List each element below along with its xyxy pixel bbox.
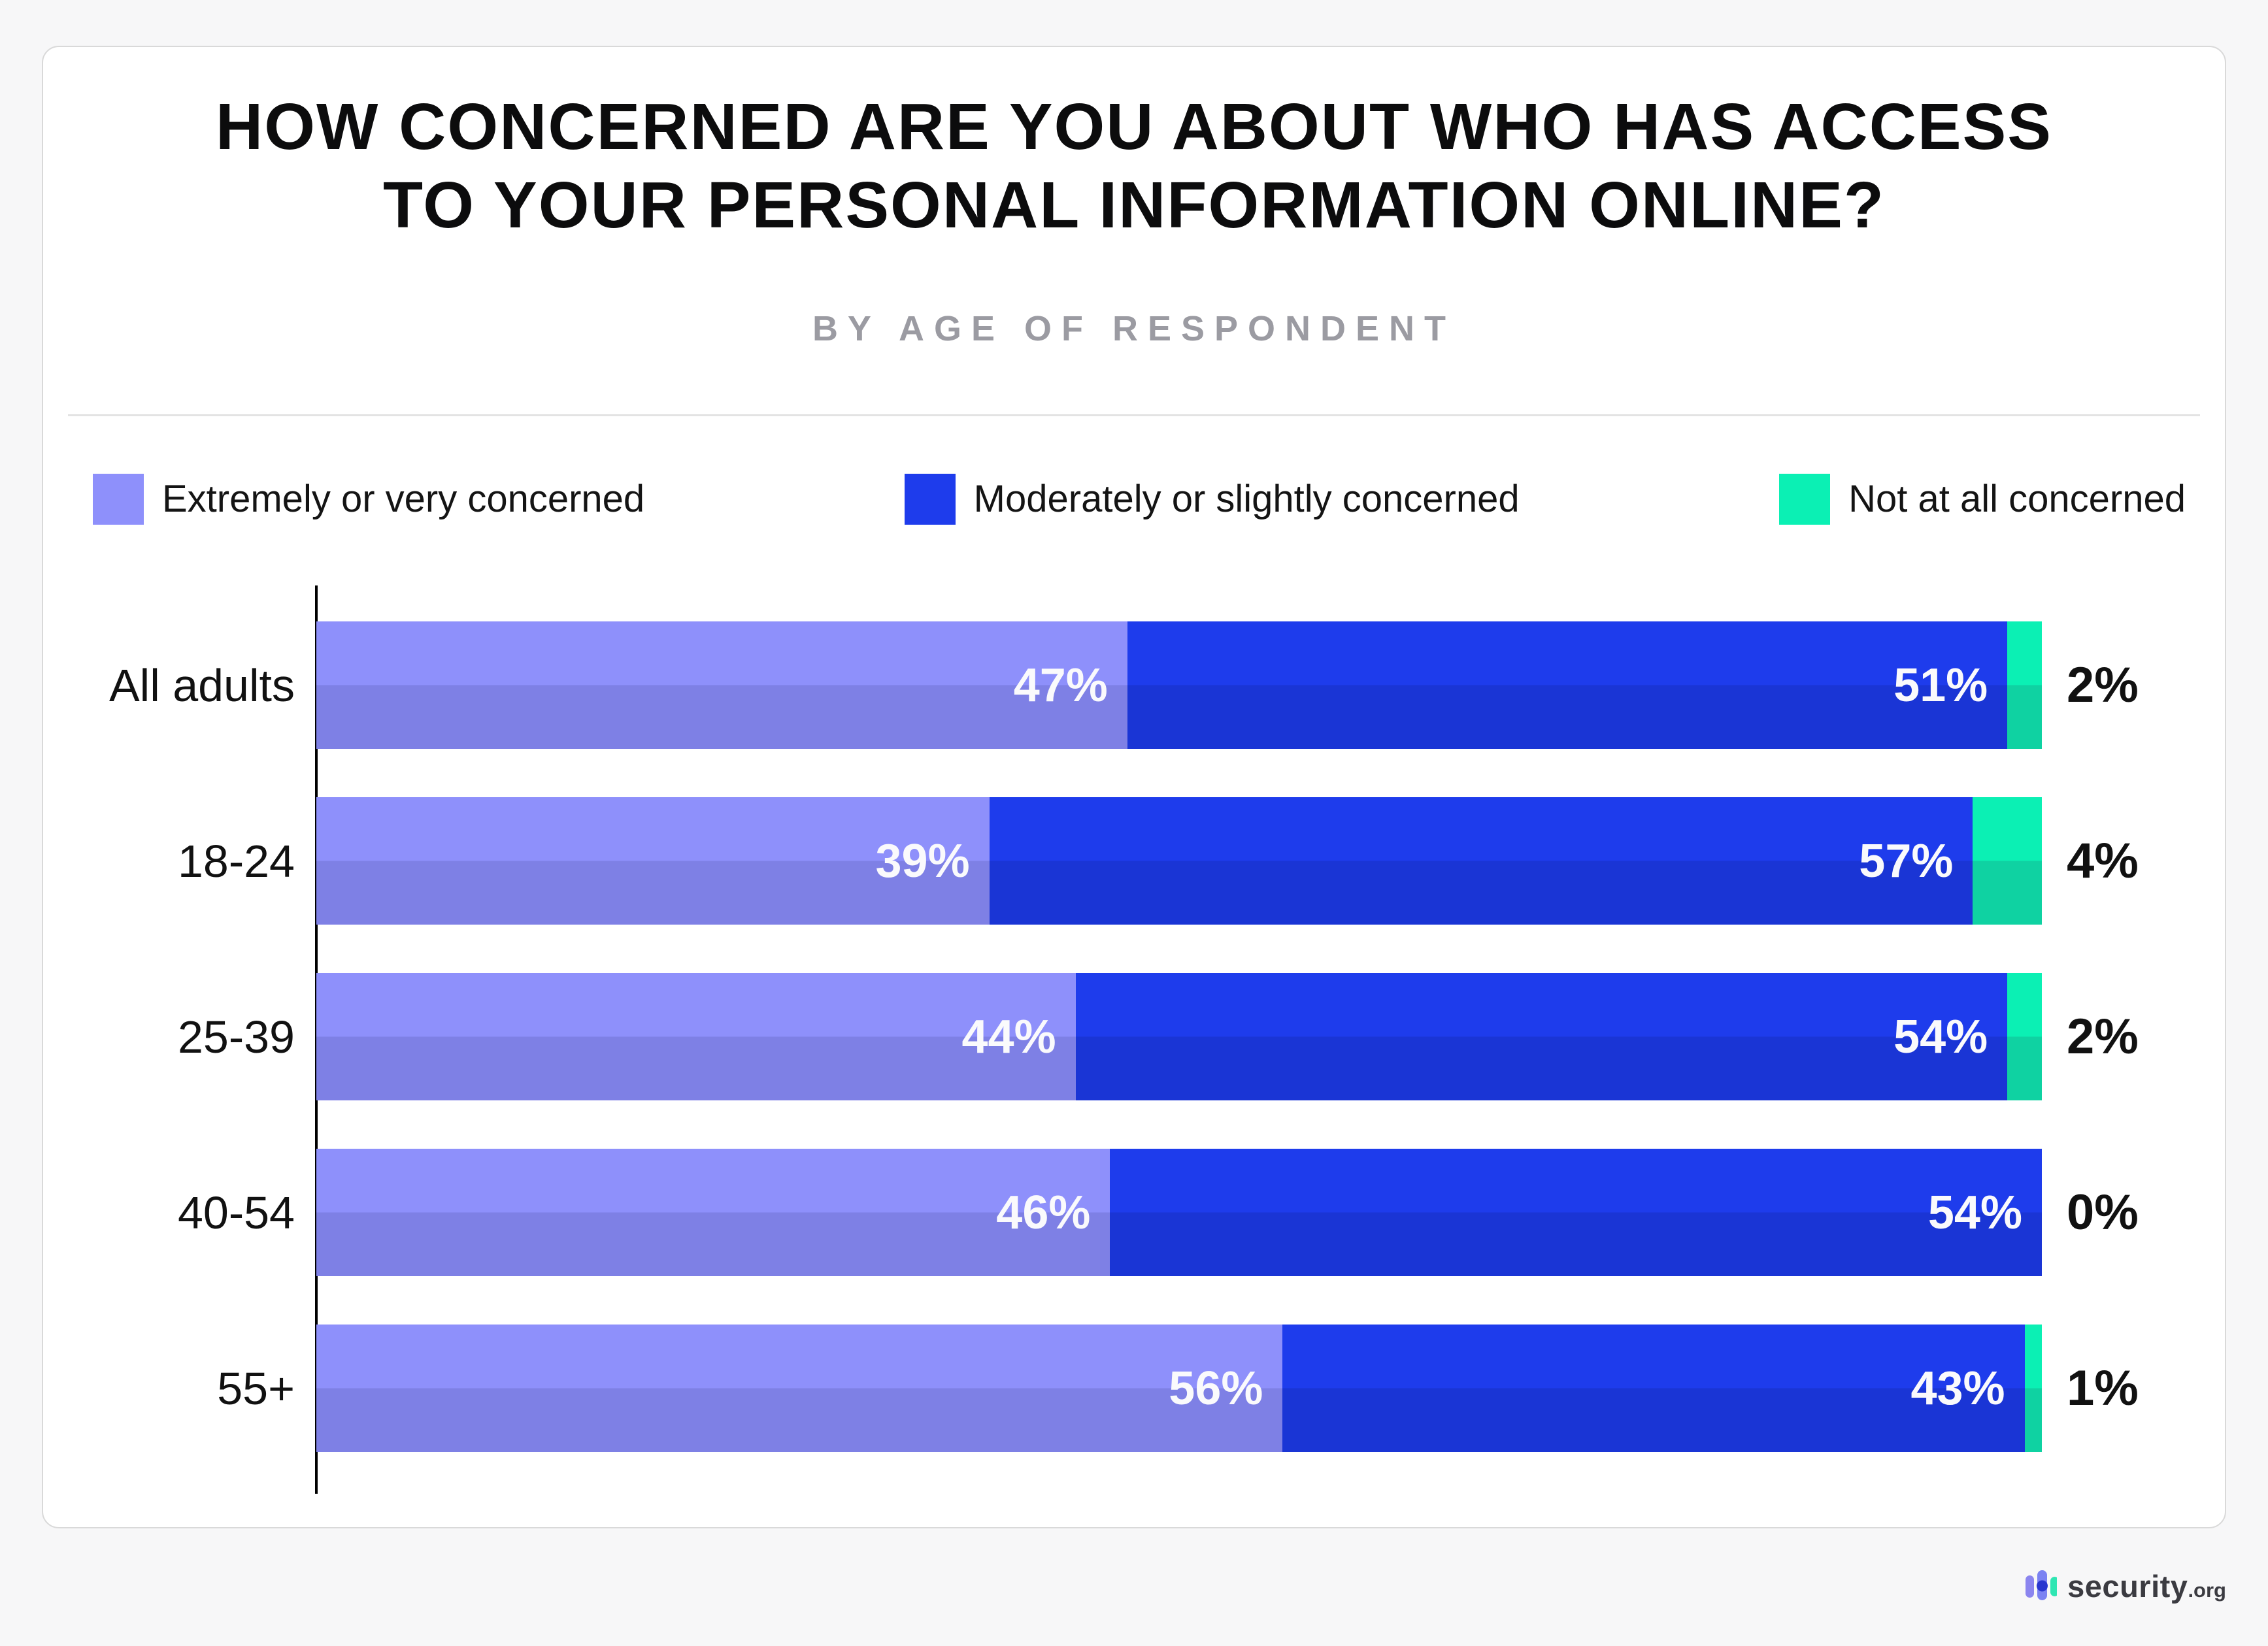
legend-item: Not at all concerned [1779,474,2186,525]
bar-segment: 56% [316,1325,1283,1452]
title-line-1: HOW CONCERNED ARE YOU ABOUT WHO HAS ACCE… [215,90,2053,163]
outside-value-label: 2% [2067,1009,2139,1064]
bar-segment: 39% [316,797,990,925]
stacked-bar: 47% 51% [316,621,2042,749]
brand-suffix: .org [2188,1578,2226,1602]
bar-segment [2024,1325,2042,1452]
category-label: 40-54 [177,1187,295,1238]
legend-item: Moderately or slightly concerned [904,474,1520,525]
bar-segment: 57% [989,797,1973,925]
legend-label: Moderately or slightly concerned [973,478,1520,520]
bar-segment: 46% [316,1149,1110,1276]
legend-swatch [93,474,144,525]
bar-segment [2007,621,2042,749]
bar-segment: 44% [316,973,1076,1100]
outside-value-label: 1% [2067,1360,2139,1416]
stacked-bar: 56% 43% [316,1325,2042,1452]
bar-segment [1973,797,2042,925]
segment-value-label: 54% [1893,1010,1988,1063]
segment-value-label: 39% [875,834,970,887]
segment-value-label: 47% [1013,659,1108,712]
category-label: 25-39 [177,1011,295,1062]
outside-value-label: 4% [2067,833,2139,889]
stacked-bar: 39% 57% [316,797,2042,925]
legend-label: Extremely or very concerned [162,478,645,520]
chart-row: 25-39 44% 54% 2% [43,973,2225,1100]
outside-value-label: 0% [2067,1185,2139,1240]
category-label: All adults [108,659,295,711]
outside-value-label: 2% [2067,657,2139,713]
category-label: 55+ [217,1362,295,1414]
page-title: HOW CONCERNED ARE YOU ABOUT WHO HAS ACCE… [43,88,2225,244]
legend: Extremely or very concerned Moderately or… [93,473,2186,525]
bar-segment: 51% [1127,621,2008,749]
segment-value-label: 51% [1893,659,1988,712]
brand-text: security .org [2067,1568,2226,1604]
divider-line [68,414,2200,416]
title-line-2: TO YOUR PERSONAL INFORMATION ONLINE? [382,169,1886,242]
chart-card: HOW CONCERNED ARE YOU ABOUT WHO HAS ACCE… [42,46,2226,1528]
category-label: 18-24 [177,835,295,887]
stacked-bar: 46% 54% [316,1149,2042,1276]
segment-value-label: 44% [961,1010,1056,1063]
segment-value-label: 54% [1927,1186,2022,1239]
stacked-bar: 44% 54% [316,973,2042,1100]
chart-rows: All adults 47% 51% 2% 18-24 39% 57% 4% 25-39 44% 5… [43,621,2225,1452]
legend-swatch [904,474,956,525]
legend-label: Not at all concerned [1848,478,2186,520]
security-org-icon [2026,1570,2058,1600]
segment-value-label: 46% [996,1186,1091,1239]
bar-segment [2007,973,2042,1100]
bar-segment: 54% [1110,1149,2042,1276]
brand-logo: security .org [2026,1567,2226,1605]
legend-swatch [1779,474,1831,525]
segment-value-label: 43% [1910,1362,2005,1415]
page-subtitle: BY AGE OF RESPONDENT [812,309,1456,348]
segment-value-label: 57% [1859,834,1954,887]
chart-row: 18-24 39% 57% 4% [43,797,2225,925]
brand-name: security [2067,1568,2188,1604]
chart-row: 40-54 46% 54% 0% [43,1149,2225,1276]
legend-item: Extremely or very concerned [93,474,644,525]
chart-row: All adults 47% 51% 2% [43,621,2225,749]
bar-segment: 43% [1282,1325,2025,1452]
segment-value-label: 56% [1169,1362,1263,1415]
chart-row: 55+ 56% 43% 1% [43,1325,2225,1452]
bar-segment: 54% [1075,973,2008,1100]
bar-segment: 47% [316,621,1127,749]
